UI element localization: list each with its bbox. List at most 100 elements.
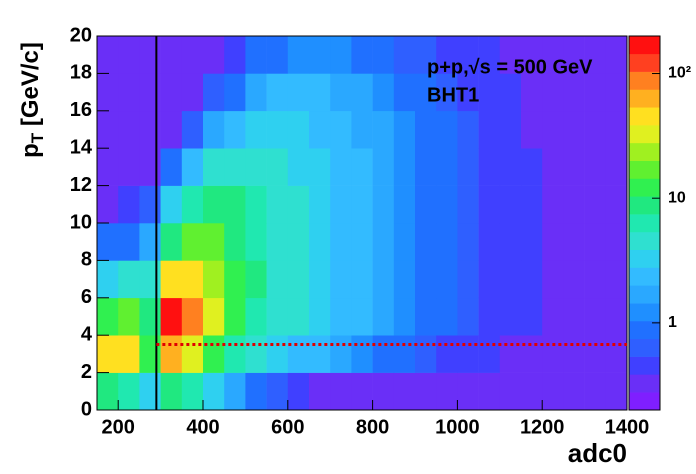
heatmap-cell: [521, 335, 543, 373]
heatmap-cell: [330, 185, 352, 224]
heatmap-cell: [372, 297, 395, 336]
y-tick-label: 0: [81, 398, 92, 420]
colorbar-frame: [628, 35, 661, 411]
heatmap-cell: [181, 297, 204, 336]
heatmap-cell: [478, 223, 501, 261]
heatmap-cell: [351, 148, 373, 186]
x-tick-label: 400: [186, 416, 219, 438]
heatmap-cell: [415, 148, 437, 186]
heatmap-cell: [245, 372, 267, 411]
heatmap-cell: [203, 372, 225, 411]
heatmap-cell: [97, 335, 119, 373]
heatmap-cell: [499, 335, 522, 373]
heatmap-cell: [436, 223, 458, 261]
heatmap-cell: [287, 260, 310, 299]
heatmap-cell: [542, 148, 564, 186]
x-tick-label: 1400: [605, 416, 650, 438]
heatmap-cell: [584, 297, 607, 336]
heatmap-cell: [224, 36, 246, 74]
heatmap-cell: [181, 335, 204, 373]
heatmap-cell: [457, 185, 479, 224]
heatmap-cell: [224, 372, 246, 411]
heatmap-cell: [118, 335, 140, 373]
heatmap-cell: [203, 260, 225, 299]
heatmap-cell: [372, 185, 395, 224]
heatmap-cell: [393, 185, 416, 224]
heatmap-cell: [499, 223, 522, 261]
heatmap-cell: [97, 110, 119, 149]
heatmap-cell: [563, 223, 585, 261]
heatmap-cell: [521, 297, 543, 336]
heatmap-cell: [584, 223, 607, 261]
heatmap-cell: [563, 260, 585, 299]
heatmap-cell: [330, 223, 352, 261]
heatmap-cell: [415, 297, 437, 336]
colorbar-swatch: [629, 196, 660, 215]
heatmap-cell: [97, 148, 119, 186]
heatmap-cell: [542, 372, 564, 411]
heatmap-cell: [457, 148, 479, 186]
heatmap-cell: [287, 223, 310, 261]
heatmap-cell: [415, 73, 437, 112]
heatmap-cell: [118, 297, 140, 336]
colorbar-swatch: [629, 160, 660, 179]
heatmap-cell: [542, 297, 564, 336]
heatmap-cell: [393, 335, 416, 373]
heatmap-cell: [245, 185, 267, 224]
heatmap-cell: [139, 148, 161, 186]
heatmap-cell: [266, 185, 289, 224]
heatmap-cell: [309, 148, 331, 186]
heatmap-cell: [351, 372, 373, 411]
heatmap-cell: [287, 185, 310, 224]
heatmap-cell: [287, 297, 310, 336]
heatmap-cell: [393, 223, 416, 261]
y-tick-label: 16: [70, 99, 92, 121]
heatmap-cell: [393, 73, 416, 112]
heatmap-cell: [542, 223, 564, 261]
heatmap-cell: [351, 185, 373, 224]
colorbar-swatch: [629, 249, 660, 268]
heatmap-cell: [457, 36, 479, 74]
heatmap-cell: [478, 185, 501, 224]
heatmap-cell: [266, 372, 289, 411]
heatmap-cell: [266, 73, 289, 112]
heatmap-cell: [415, 335, 437, 373]
heatmap-cell: [457, 297, 479, 336]
heatmap-cell: [266, 335, 289, 373]
heatmap-cell: [605, 185, 628, 224]
colorbar-tick-label: 10²: [668, 65, 691, 82]
y-label-subscript: T: [28, 132, 47, 143]
heatmap-cell: [181, 260, 204, 299]
heatmap-cell: [563, 36, 585, 74]
y-tick-label: 4: [81, 323, 93, 345]
heatmap-cell: [563, 297, 585, 336]
heatmap-cell: [139, 335, 161, 373]
heatmap-cell: [160, 335, 183, 373]
heatmap-cell: [330, 148, 352, 186]
heatmap-cell: [97, 260, 119, 299]
heatmap-cell: [436, 110, 458, 149]
heatmap-cell: [605, 297, 628, 336]
heatmap-cell: [563, 110, 585, 149]
heatmap-cell: [203, 297, 225, 336]
heatmap-cell: [203, 185, 225, 224]
heatmap-cell: [245, 73, 267, 112]
heatmap-cell: [457, 372, 479, 411]
heatmap-cell: [245, 223, 267, 261]
heatmap-cell: [605, 36, 628, 74]
heatmap-cell: [605, 335, 628, 373]
heatmap-cell: [181, 148, 204, 186]
heatmap-cell: [499, 36, 522, 74]
heatmap-cell: [521, 148, 543, 186]
heatmap-cell: [436, 335, 458, 373]
colorbar-swatch: [629, 36, 660, 55]
heatmap-cell: [118, 223, 140, 261]
colorbar-swatch: [629, 338, 660, 357]
heatmap-cell: [351, 36, 373, 74]
heatmap-cell: [97, 36, 119, 74]
heatmap-cell: [436, 73, 458, 112]
heatmap-cell: [478, 260, 501, 299]
y-label-part: p: [17, 143, 44, 158]
heatmap-cell: [203, 36, 225, 74]
